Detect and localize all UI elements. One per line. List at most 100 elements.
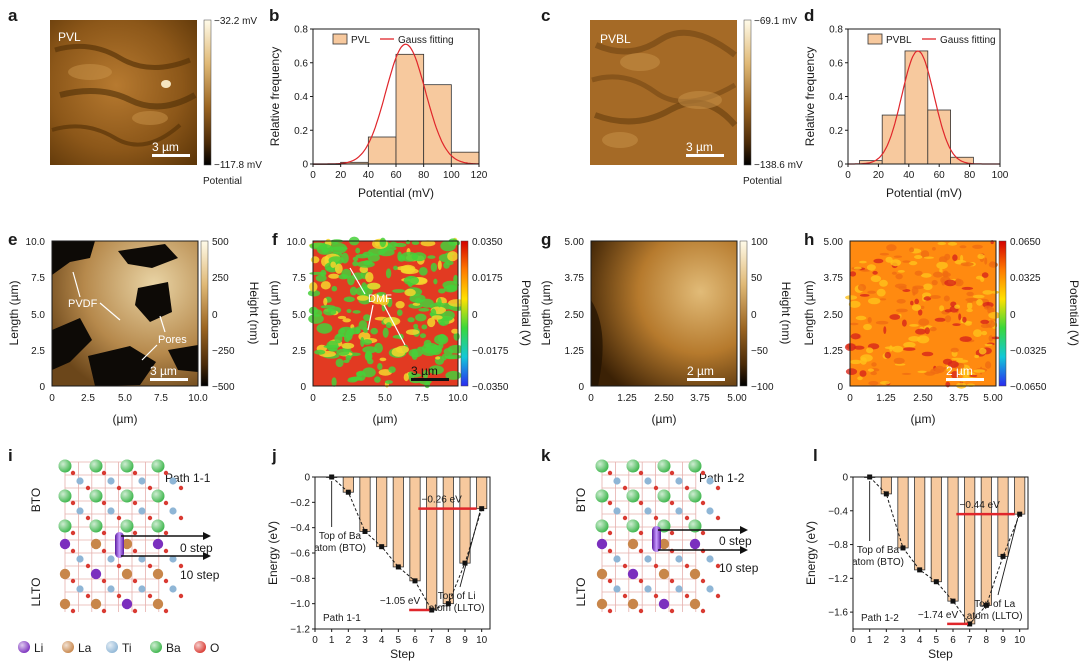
texture-blob [418,308,430,312]
x-tick: 2.50 [654,393,674,404]
atom-o [132,530,138,536]
colorbar-tick: −0.0350 [472,382,509,393]
atom-o [70,500,76,506]
scale-bar-label: 3 µm [686,140,713,154]
texture-blob [873,258,884,264]
texture-blob [921,351,934,357]
y-axis-label: Relative frequency [268,47,282,146]
texture-blob [896,299,906,304]
texture-blob [966,308,973,313]
y-tick-label: −0.8 [828,540,848,551]
texture-blob [933,271,943,278]
x-tick-label: 0 [312,635,318,646]
energy-point [917,567,923,573]
texture-blob [973,329,982,337]
atom-ti [613,555,621,563]
colorbar [200,240,209,387]
texture-blob [868,381,879,386]
arrow [99,302,121,321]
texture-blob [355,247,361,254]
atom-ti [107,477,115,485]
atom-o [70,470,76,476]
texture-blob [337,315,347,320]
energy-point [479,506,485,512]
y-tick-label: 0.8 [829,25,843,36]
legend-label: Ba [166,641,181,655]
texture-blob [374,376,381,383]
x-tick: 10.0 [188,393,208,404]
x-tick-label: 9 [1000,635,1006,646]
y-tick-label: 0.2 [294,126,308,137]
texture-blob [920,305,925,309]
path-label: Path 1-2 [861,613,899,624]
atom-o [85,593,91,599]
x-tick-label: 8 [446,635,452,646]
atom-la [121,568,133,580]
texture-blob [379,357,387,362]
atom-o [116,485,122,491]
atom-highlight [657,489,671,503]
atom-la [596,568,608,580]
atom-o [700,530,706,536]
texture-blob [988,261,998,268]
atom-o [147,593,153,599]
energy-point [445,601,451,607]
atom-o [638,500,644,506]
texture-blob [382,327,389,338]
atom-la [627,538,639,550]
atom-li [121,598,133,610]
texture-blob [944,253,951,261]
texture-blob [451,328,459,334]
axes-frame [51,240,199,387]
atom-o [607,608,613,614]
atom-o [684,485,690,491]
texture-blob [859,294,870,297]
texture-blob [453,274,458,284]
atom-highlight [626,519,640,533]
texture-blob [956,359,969,363]
texture-blob [426,343,431,352]
atom-ti [706,555,714,563]
texture-blob [849,271,857,277]
texture-blob [410,373,422,378]
panel-a-kpfm-map: PVL 3 µm −32.2 mV −117.8 mV Potential [50,16,262,187]
texture-blob [857,284,867,291]
afm-image [591,241,737,386]
atom-o [607,548,613,554]
texture-blob [867,290,876,294]
texture-blob [879,298,887,301]
atom-ti [706,507,714,515]
atom-o [638,578,644,584]
legend-swatch-highlight [194,641,206,653]
colorbar [460,240,469,387]
texture-blob [879,381,891,385]
panel-b-histogram: 0 20 40 60 80 100 120 0 0.2 0.4 0.6 0.8 Potential (m… [268,25,488,201]
image-label-pvbl: PVBL [600,32,631,46]
texture-blob [883,326,887,334]
atom-highlight [58,489,72,503]
atom-highlight [688,489,702,503]
atom-la [90,598,102,610]
panel-label-e: e [8,230,17,249]
panel-label-g: g [541,230,551,249]
texture-blob [892,345,904,353]
texture-blob [385,268,392,279]
atom-o [715,515,721,521]
texture-blob [444,354,462,360]
y-axis-label: Length (µm) [802,281,816,346]
energy-point [933,579,939,585]
axes-frame [590,240,738,387]
energy-point [362,528,368,534]
x-tick: 5.00 [727,393,747,404]
step0-label: 0 step [180,541,213,555]
y-axis-label: Length (µm) [267,281,281,346]
texture-blob [934,317,946,322]
texture-blob [420,240,436,247]
arrow-head [740,526,748,534]
y-tick: 0 [578,382,584,393]
x-tick: 5.0 [378,393,392,404]
texture-blob [960,262,974,267]
x-tick: 5.00 [983,393,1003,404]
texture-blob [342,318,352,323]
texture-blob [411,349,419,360]
